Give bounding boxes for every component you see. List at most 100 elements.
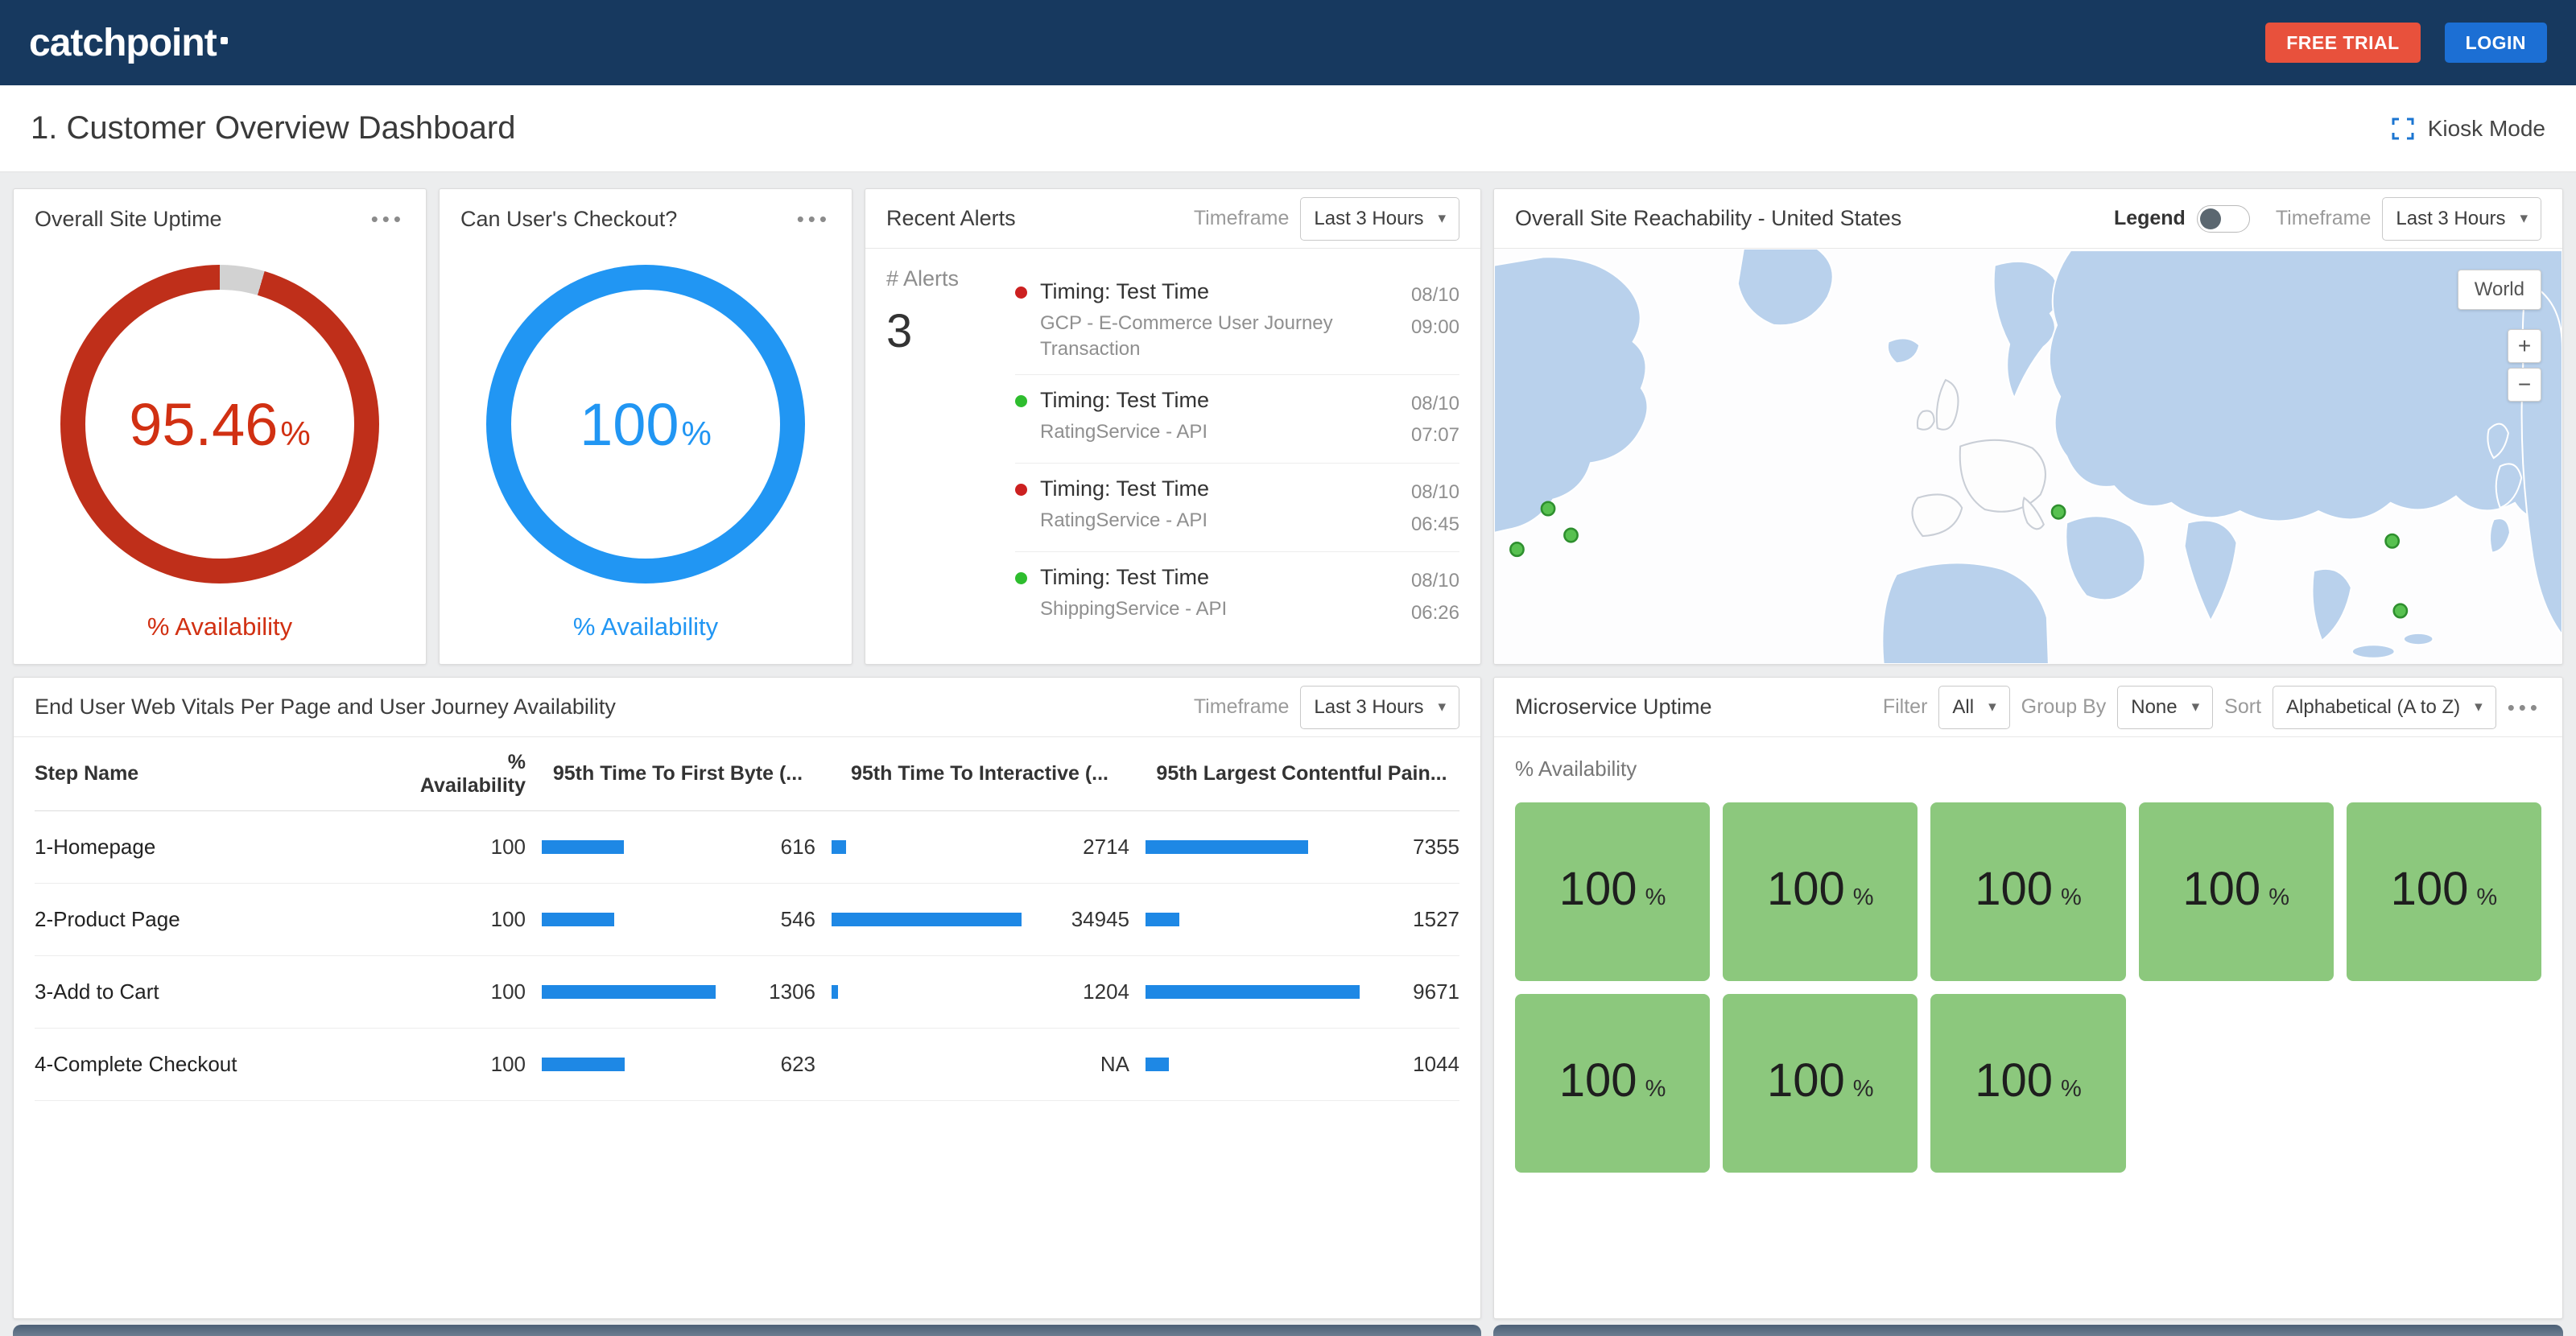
uptime-tile[interactable]: 100% — [1515, 994, 1711, 1173]
next-row-panel-edge-right — [1493, 1325, 2563, 1336]
timeframe-select[interactable]: Last 3 Hours ▾ — [1300, 196, 1459, 241]
uptime-unit: % — [280, 414, 311, 452]
uptime-gauge-value: 95.46 % — [129, 390, 311, 459]
alerts-list: Timing: Test Time GCP - E-Commerce User J… — [1015, 266, 1459, 664]
sort-select[interactable]: Alphabetical (A to Z) ▾ — [2273, 685, 2496, 729]
alert-subtitle: RatingService - API — [1040, 509, 1208, 531]
login-button[interactable]: LOGIN — [2444, 23, 2547, 63]
alert-status-dot-red — [1015, 287, 1027, 299]
map-europe — [1959, 439, 2046, 513]
timeframe-label: Timeframe — [1193, 207, 1290, 229]
table-row[interactable]: 1-Homepage 100 616 2714 7355 — [35, 811, 1459, 884]
uptime-tile[interactable]: 100% — [2346, 802, 2541, 981]
zoom-out-button[interactable]: − — [2508, 368, 2541, 402]
vitals-rows: 1-Homepage 100 616 2714 7355 2-Product Page 10… — [35, 811, 1459, 1101]
table-row[interactable]: 4-Complete Checkout 100 623 NA 1044 — [35, 1029, 1459, 1101]
timeframe-select[interactable]: Last 3 Hours ▾ — [1300, 685, 1459, 729]
lcp-value-cell: 1527 — [1413, 907, 1459, 931]
tile-value: 100 — [1558, 863, 1637, 915]
uptime-gauge-body: 95.46 % % Availability — [14, 249, 426, 664]
alert-time: 09:00 — [1410, 315, 1459, 338]
panel-menu-icon[interactable]: ••• — [370, 207, 405, 231]
world-map[interactable]: World + − — [1494, 249, 2562, 664]
panel-web-vitals: End User Web Vitals Per Page and User Jo… — [13, 677, 1481, 1319]
tti-bar — [832, 913, 1022, 926]
site-marker[interactable] — [2050, 504, 2066, 520]
world-map-svg — [1494, 249, 2562, 664]
free-trial-button[interactable]: FREE TRIAL — [2265, 23, 2421, 63]
map-island — [2402, 632, 2434, 646]
column-header-step-name[interactable]: Step Name — [35, 762, 139, 785]
column-header-ttfb[interactable]: 95th Time To First Byte (... — [552, 762, 803, 785]
alert-main: Timing: Test Time RatingService - API — [1040, 476, 1360, 540]
uptime-tile[interactable]: 100% — [1723, 994, 1918, 1173]
uptime-tile[interactable]: 100% — [1930, 994, 2126, 1173]
checkout-gauge-body: 100 % % Availability — [440, 249, 852, 664]
alert-timestamp: 08/10 06:45 — [1373, 476, 1459, 540]
alert-time: 06:45 — [1410, 513, 1459, 535]
alerts-count: 3 — [886, 305, 913, 357]
alert-status-dot-red — [1015, 483, 1027, 496]
alert-item[interactable]: Timing: Test Time RatingService - API 08/1… — [1015, 464, 1459, 553]
ttfb-value-cell: 546 — [780, 907, 815, 931]
alert-subtitle: RatingService - API — [1040, 420, 1208, 443]
ttfb-bar-cell — [526, 985, 727, 999]
alert-title: Timing: Test Time — [1040, 476, 1210, 501]
table-row[interactable]: 2-Product Page 100 546 34945 1527 — [35, 884, 1459, 956]
site-marker[interactable] — [1563, 527, 1579, 543]
chevron-down-icon: ▾ — [2475, 699, 2483, 715]
column-header-lcp[interactable]: 95th Largest Contentful Pain... — [1156, 762, 1447, 785]
map-markers — [1509, 501, 2409, 619]
checkout-gauge-value: 100 % — [580, 390, 712, 459]
kiosk-label: Kiosk Mode — [2427, 115, 2545, 141]
table-row[interactable]: 3-Add to Cart 100 1306 1204 9671 — [35, 956, 1459, 1029]
site-marker[interactable] — [1509, 542, 1525, 558]
tile-unit: % — [1852, 1076, 1874, 1102]
filter-select[interactable]: All ▾ — [1938, 685, 2010, 729]
kiosk-mode-button[interactable]: Kiosk Mode — [2391, 116, 2545, 142]
alert-item[interactable]: Timing: Test Time GCP - E-Commerce User J… — [1015, 266, 1459, 375]
site-marker[interactable] — [2392, 603, 2409, 619]
site-marker[interactable] — [2384, 533, 2401, 549]
timeframe-value: Last 3 Hours — [2396, 207, 2506, 229]
alert-item[interactable]: Timing: Test Time ShippingService - API 08… — [1015, 552, 1459, 640]
alerts-body: # Alerts 3 Timing: Test Time GCP - E-Comm… — [865, 249, 1480, 664]
panel-title: End User Web Vitals Per Page and User Jo… — [35, 695, 616, 719]
map-world-button[interactable]: World — [2457, 270, 2541, 310]
ttfb-bar — [542, 913, 615, 926]
legend-toggle[interactable] — [2196, 204, 2250, 233]
alert-date: 08/10 — [1410, 392, 1459, 414]
uptime-donut-gauge: 95.46 % — [60, 265, 379, 583]
lcp-bar — [1146, 913, 1180, 926]
map-se-asia — [2311, 567, 2352, 642]
group-by-value: None — [2131, 695, 2178, 718]
tile-unit: % — [2476, 884, 2498, 910]
alert-time: 06:26 — [1410, 601, 1459, 624]
group-by-select[interactable]: None ▾ — [2117, 685, 2214, 729]
uptime-tile[interactable]: 100% — [1930, 802, 2126, 981]
site-marker[interactable] — [1540, 501, 1556, 517]
tile-unit: % — [2268, 884, 2289, 910]
alert-item[interactable]: Timing: Test Time RatingService - API 08/1… — [1015, 375, 1459, 464]
uptime-tile[interactable]: 100% — [1723, 802, 1918, 981]
uptime-tile[interactable]: 100% — [1515, 802, 1711, 981]
map-africa — [1881, 562, 2050, 664]
zoom-in-button[interactable]: + — [2508, 329, 2541, 363]
map-india — [2183, 519, 2238, 623]
column-header-availability[interactable]: % Availability — [419, 750, 526, 797]
filter-label: Filter — [1882, 695, 1928, 718]
alert-subtitle: ShippingService - API — [1040, 598, 1228, 621]
panel-menu-icon[interactable]: ••• — [796, 207, 831, 231]
panel-menu-icon[interactable]: ••• — [2507, 695, 2541, 720]
column-header-tti[interactable]: 95th Time To Interactive (... — [851, 762, 1108, 785]
alerts-count-block: # Alerts 3 — [886, 266, 1015, 664]
timeframe-select[interactable]: Last 3 Hours ▾ — [2382, 196, 2541, 241]
tile-value: 100 — [2390, 863, 2469, 915]
map-ireland — [1916, 410, 1935, 431]
map-greenland — [1736, 249, 1834, 327]
uptime-tile[interactable]: 100% — [2138, 802, 2334, 981]
tile-value: 100 — [1975, 1054, 2053, 1107]
catchpoint-logo[interactable]: catchpoint — [29, 21, 228, 65]
alert-title: Timing: Test Time — [1040, 565, 1210, 590]
lcp-bar — [1146, 840, 1309, 854]
